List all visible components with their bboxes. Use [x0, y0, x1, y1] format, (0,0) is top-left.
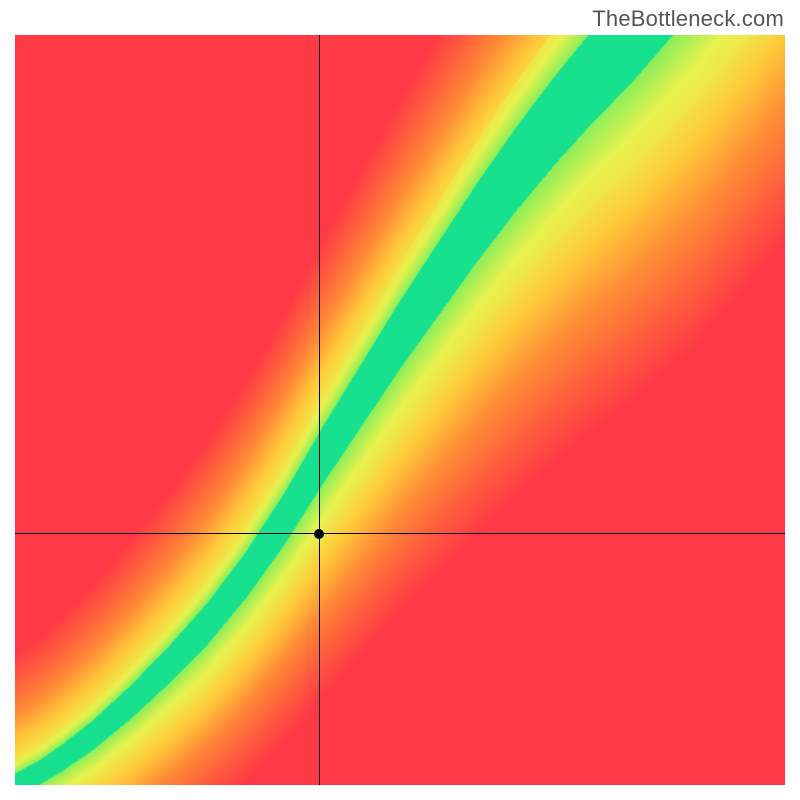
watermark-text: TheBottleneck.com — [592, 6, 784, 32]
heatmap-plot — [15, 35, 785, 785]
crosshair-horizontal — [15, 533, 785, 534]
crosshair-vertical — [319, 35, 320, 785]
heatmap-canvas — [15, 35, 785, 785]
crosshair-marker — [314, 529, 324, 539]
